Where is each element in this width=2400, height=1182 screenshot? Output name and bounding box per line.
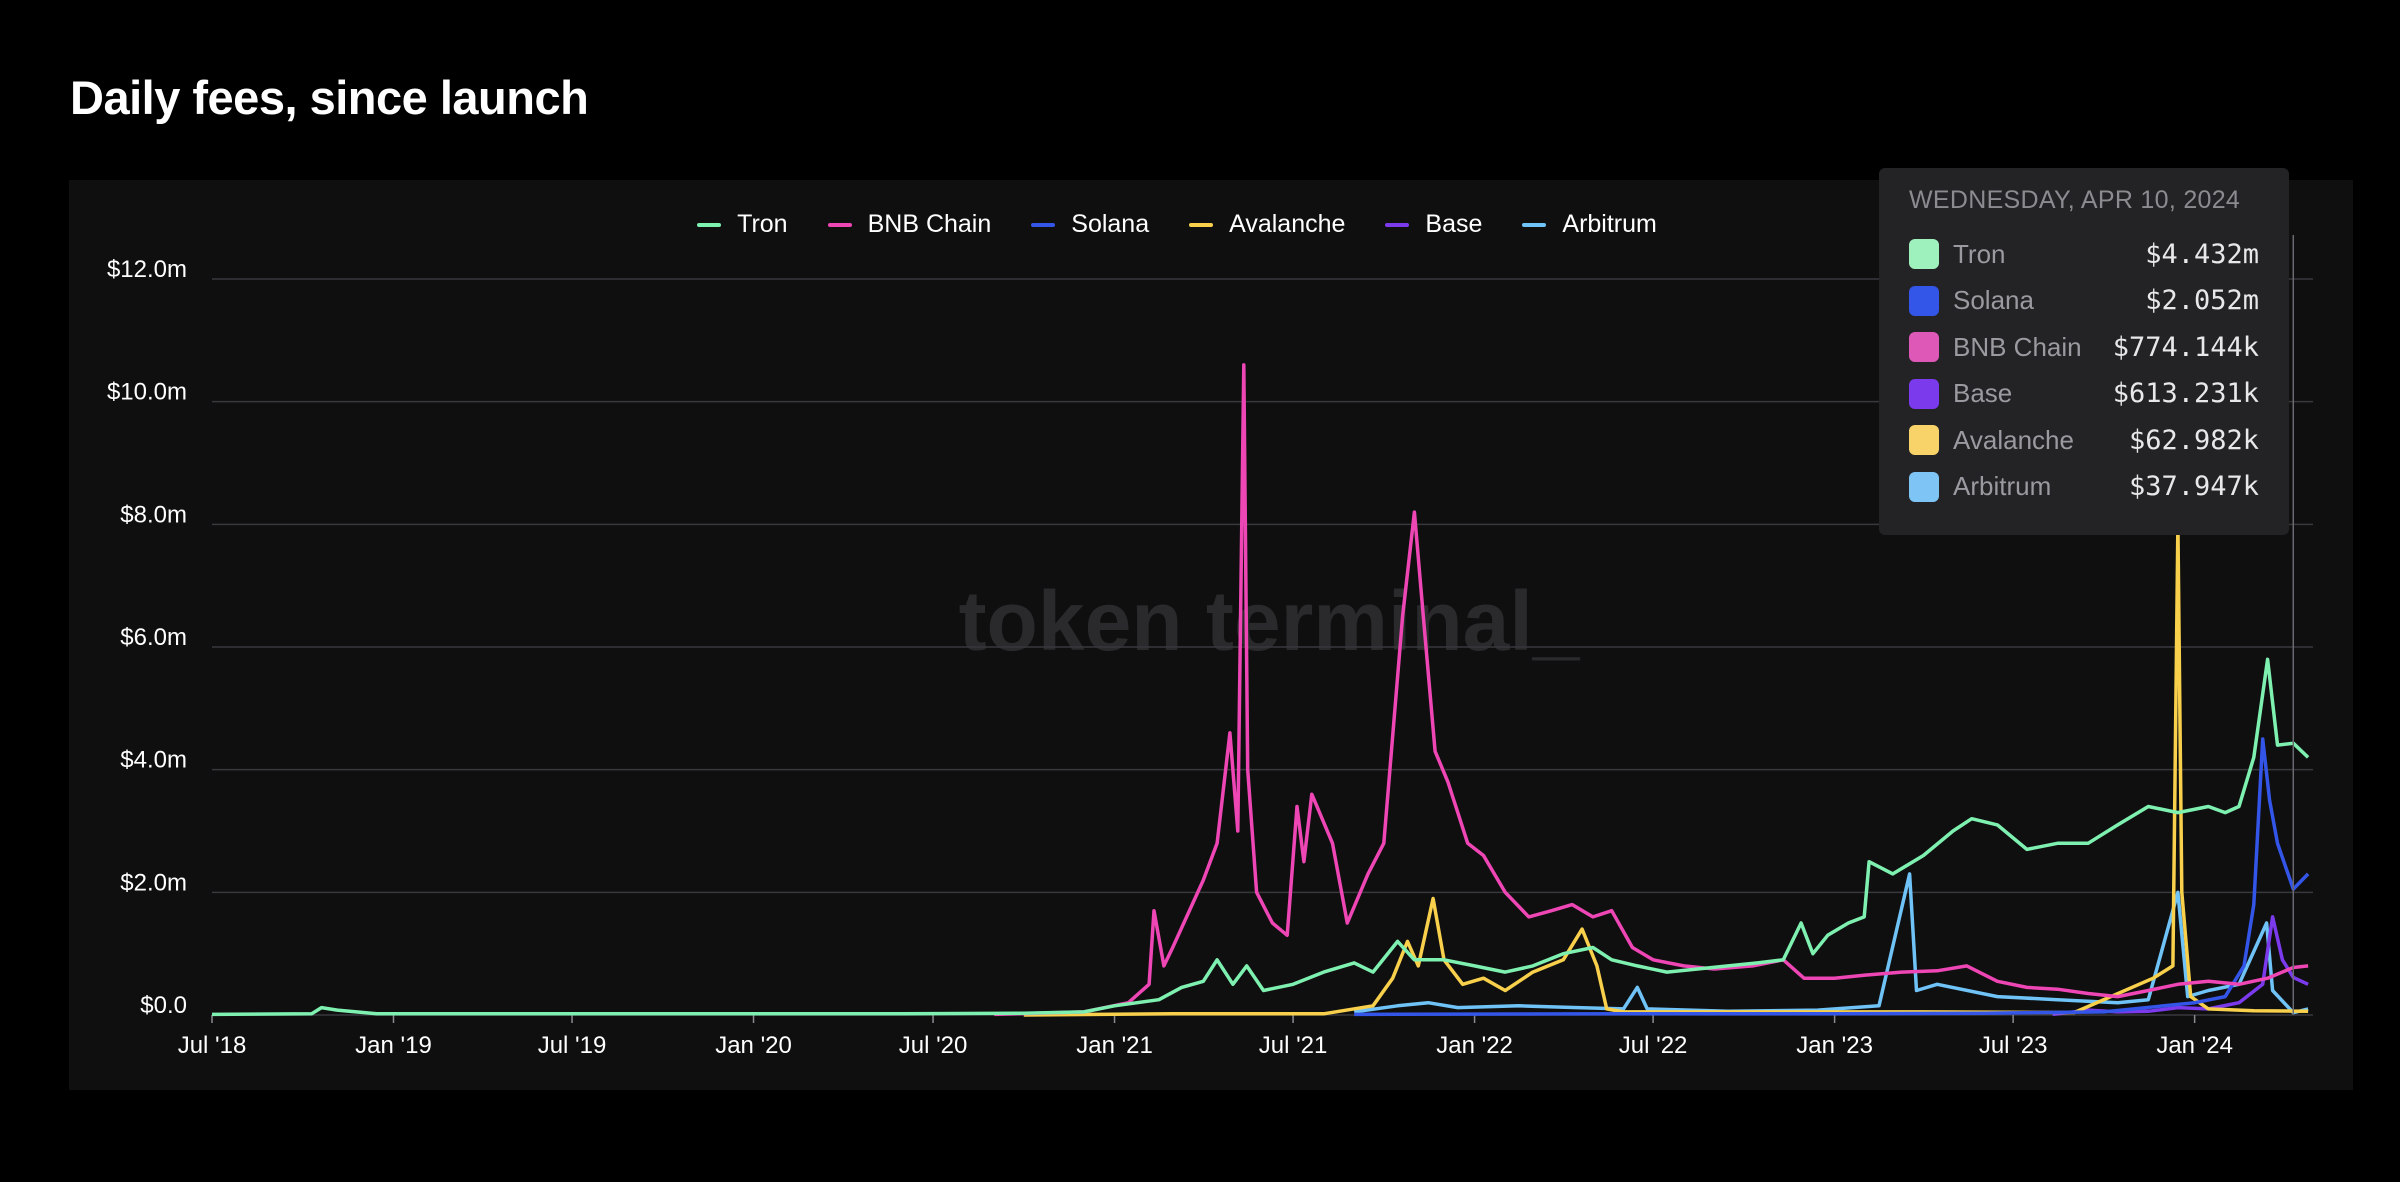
tooltip-series-value: $2.052m	[2145, 285, 2259, 317]
tooltip-swatch	[1909, 332, 1939, 363]
tooltip-row-base: Base $613.231k	[1909, 371, 2259, 418]
x-tick-label: Jan '22	[1436, 1032, 1513, 1059]
tooltip-row-arbitrum: Arbitrum $37.947k	[1909, 464, 2259, 511]
x-tick-label: Jan '23	[1796, 1032, 1873, 1059]
legend: Tron BNB Chain Solana Avalanche Base Arbitrum	[35, 210, 2319, 239]
tooltip-date: WEDNESDAY, APR 10, 2024	[1909, 186, 2241, 214]
tooltip-series-value: $62.982k	[2128, 424, 2259, 456]
x-axis: Jul '18 Jan '19 Jul '19 Jan '20 Jul '20 Jan '…	[178, 1015, 2233, 1059]
tooltip-series-name: BNB Chain	[1953, 331, 2082, 362]
tooltip-series-name: Tron	[1953, 238, 2006, 269]
tooltip-row-avalanche: Avalanche $62.982k	[1909, 417, 2259, 464]
legend-label: Solana	[1071, 210, 1150, 238]
x-tick-label: Jul '19	[538, 1032, 607, 1059]
legend-swatch	[697, 222, 722, 227]
x-tick-label: Jan '24	[2156, 1032, 2233, 1059]
tooltip-series-name: Base	[1953, 378, 2013, 409]
legend-label: BNB Chain	[867, 210, 992, 238]
y-tick-label: $6.0m	[120, 624, 187, 651]
legend-item-base[interactable]: Base	[1385, 210, 1482, 239]
chart-plot[interactable]: token terminal_ $0.0 $2.0m $4.0m $6.0m $8.0m…	[69, 180, 2353, 1090]
legend-item-arbitrum[interactable]: Arbitrum	[1522, 210, 1657, 239]
legend-label: Arbitrum	[1562, 210, 1657, 238]
legend-item-bnb-chain[interactable]: BNB Chain	[827, 210, 992, 239]
tooltip-row-bnb-chain: BNB Chain $774.144k	[1909, 324, 2259, 371]
tooltip-series-value: $37.947k	[2128, 471, 2259, 503]
tooltip-series-name: Arbitrum	[1953, 471, 2052, 502]
y-tick-label: $8.0m	[120, 501, 187, 528]
legend-label: Base	[1425, 210, 1483, 238]
legend-swatch	[1522, 222, 1547, 227]
tooltip-swatch	[1909, 239, 1939, 270]
tooltip-series-value: $774.144k	[2112, 331, 2259, 363]
legend-label: Avalanche	[1229, 210, 1346, 238]
legend-swatch	[1031, 222, 1056, 227]
tooltip-swatch	[1909, 378, 1939, 409]
tooltip-series-name: Avalanche	[1953, 424, 2074, 455]
series-line-arbitrum[interactable]	[1353, 872, 2309, 1015]
legend-swatch	[1385, 222, 1410, 227]
tooltip-swatch	[1909, 425, 1939, 456]
x-tick-label: Jan '21	[1076, 1032, 1153, 1059]
x-tick-label: Jul '18	[178, 1032, 247, 1059]
page-title: Daily fees, since launch	[70, 71, 589, 124]
y-tick-label: $2.0m	[120, 869, 187, 896]
y-tick-label: $10.0m	[107, 379, 187, 406]
x-tick-label: Jul '22	[1619, 1032, 1688, 1059]
x-tick-label: Jan '20	[715, 1032, 792, 1059]
series-line-tron[interactable]	[211, 657, 2310, 1017]
tooltip-rows: Tron $4.432m Solana $2.052m BNB Chain $774.14…	[1909, 231, 2259, 510]
legend-item-solana[interactable]: Solana	[1031, 210, 1149, 239]
legend-swatch	[827, 222, 852, 227]
legend-swatch	[1189, 222, 1214, 227]
tooltip-row-tron: Tron $4.432m	[1909, 231, 2259, 278]
watermark: token terminal_	[959, 574, 1581, 668]
tooltip-series-value: $613.231k	[2112, 378, 2259, 410]
tooltip-series-value: $4.432m	[2145, 238, 2259, 270]
y-tick-label: $0.0	[140, 992, 187, 1019]
x-tick-label: Jul '23	[1979, 1032, 2048, 1059]
series-lines	[211, 363, 2310, 1017]
tooltip-row-solana: Solana $2.052m	[1909, 278, 2259, 325]
tooltip-swatch	[1909, 471, 1939, 502]
legend-item-tron[interactable]: Tron	[697, 210, 788, 239]
series-line-bnb-chain[interactable]	[994, 363, 2309, 1017]
x-tick-label: Jul '20	[899, 1032, 968, 1059]
tooltip: WEDNESDAY, APR 10, 2024 Tron $4.432m Solan…	[1879, 168, 2289, 535]
x-tick-label: Jul '21	[1259, 1032, 1328, 1059]
legend-item-avalanche[interactable]: Avalanche	[1189, 210, 1345, 239]
series-line-solana[interactable]	[1354, 737, 2310, 1017]
legend-label: Tron	[737, 210, 788, 238]
y-tick-label: $4.0m	[120, 747, 187, 774]
x-tick-label: Jan '19	[355, 1032, 432, 1059]
tooltip-swatch	[1909, 285, 1939, 316]
tooltip-series-name: Solana	[1953, 285, 2034, 316]
y-axis: $0.0 $2.0m $4.0m $6.0m $8.0m $10.0m $12.0m	[107, 256, 187, 1019]
y-tick-label: $12.0m	[107, 256, 187, 283]
